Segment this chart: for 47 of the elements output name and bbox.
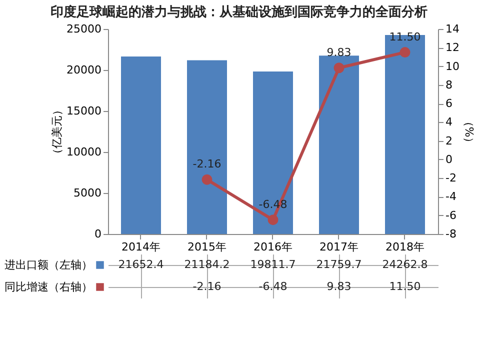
bar: [121, 56, 161, 234]
data-label: 24262.8: [382, 258, 428, 271]
y2-tick-label: 0: [446, 152, 452, 166]
point: [400, 47, 410, 58]
y2-tick-label: 10: [446, 60, 460, 73]
y2-tick-label: -6: [446, 208, 456, 222]
y2-tick-label: 14: [446, 22, 460, 36]
y-tick-label: 0: [94, 228, 102, 240]
y2-tick-label: -8: [446, 228, 456, 240]
x-tick-label: 2014年: [122, 240, 160, 254]
data-label: 9.83: [326, 280, 352, 293]
y2-axis-title: （%）: [462, 116, 476, 148]
text: -2.16: [192, 158, 222, 171]
data-label: 21184.2: [184, 258, 230, 271]
y2-tick-label: 2: [446, 134, 452, 148]
y2-tick-label: 8: [446, 78, 452, 92]
data-label: -2.16: [192, 280, 222, 293]
data-label: 21759.7: [316, 258, 362, 271]
y-tick-label: 5000: [74, 186, 102, 200]
y-tick-label: 20000: [66, 64, 102, 76]
x-tick-label: 2018年: [386, 240, 424, 254]
y-tick-label: 25000: [66, 22, 102, 36]
bar: [319, 56, 359, 234]
y-tick-label: 10000: [66, 146, 102, 158]
point: [202, 174, 212, 185]
legend-label: 进出口额（左轴）: [4, 258, 92, 272]
y2-tick-label: 4: [446, 116, 452, 129]
y-tick-label: 15000: [66, 104, 102, 118]
x-tick-label: 2016年: [254, 240, 292, 254]
text: 9.83: [326, 46, 352, 59]
x-tick-label: 2015年: [188, 240, 226, 254]
y2-tick-label: 12: [446, 41, 460, 54]
y2-tick-label: -4: [446, 190, 456, 204]
point: [334, 62, 344, 74]
bar: [187, 60, 227, 234]
point: [268, 214, 278, 226]
bar: [253, 72, 293, 234]
data-label: 11.50: [389, 280, 421, 293]
data-label: 19811.7: [250, 258, 296, 271]
chart-title: 印度足球崛起的潜力与挑战：从基础设施到国际竞争力的全面分析: [50, 4, 428, 20]
legend-label: 同比增速（右轴）: [4, 280, 92, 294]
y2-tick-label: 6: [446, 97, 452, 110]
y2-tick-label: -2: [446, 172, 456, 185]
data-label: 21652.4: [118, 258, 164, 271]
x-tick-label: 2017年: [320, 240, 358, 254]
data-label: -6.48: [258, 280, 288, 293]
y-axis-title: （亿美元）: [50, 104, 64, 160]
